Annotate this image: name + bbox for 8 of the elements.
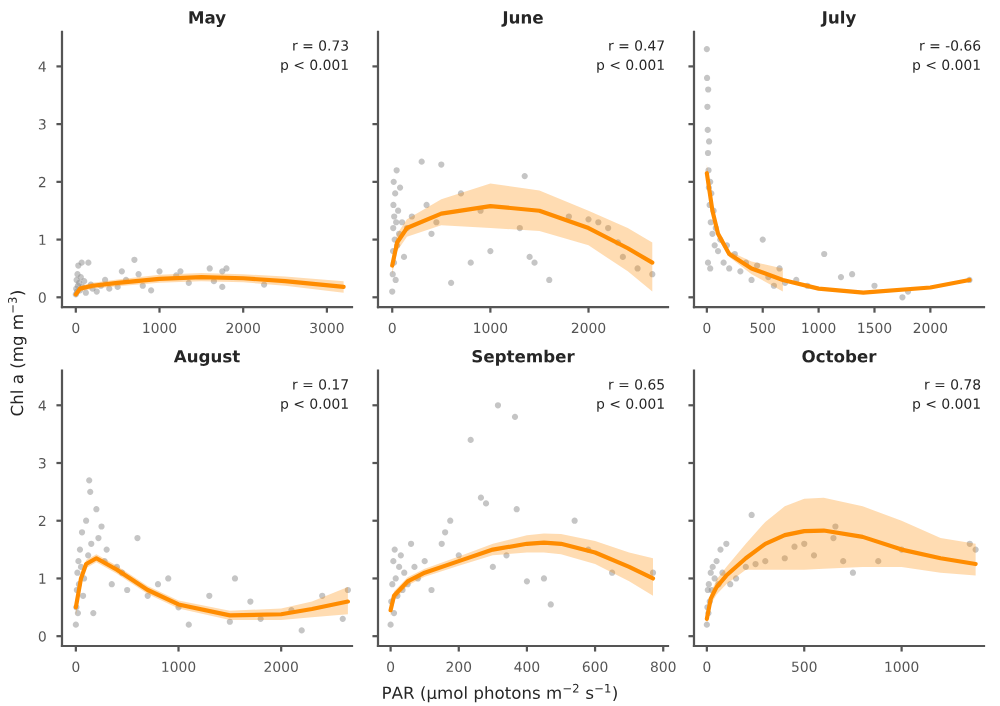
chart-title: July (820, 10, 857, 28)
chart-title: August (173, 350, 240, 366)
chart-title: May (189, 11, 226, 28)
x-axis-title: PAR (μmol photons m$^{−2}$ s$^{−1}$) (383, 683, 617, 703)
chart-title: June (501, 11, 543, 27)
chart-title: October (802, 349, 877, 363)
y-axis-title: Chl a (mg m$^{−3}$) (8, 291, 27, 416)
chart-title: September (472, 349, 575, 366)
